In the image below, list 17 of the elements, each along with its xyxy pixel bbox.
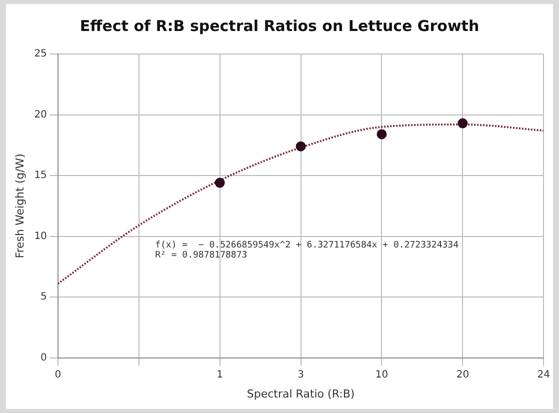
y-tick-label: 5 [40, 292, 47, 303]
annotation: f(x) = − 0.5266859549x^2 + 6.3271176584x + 0.2723324334 [155, 240, 459, 251]
x-tick-label: 20 [456, 369, 470, 380]
x-tick-label: 24 [537, 369, 550, 380]
y-tick-label: 10 [34, 230, 47, 242]
x-tick-label: 10 [375, 369, 388, 380]
x-axis-title: Spectral Ratio (R:B) [246, 387, 355, 400]
y-tick-label: 20 [34, 109, 47, 120]
annotation: R² = 0.9878178873 [155, 250, 248, 261]
y-tick-label: 0 [40, 352, 47, 364]
x-tick-label: 3 [298, 369, 304, 380]
x-tick-label: 0 [54, 369, 62, 380]
y-tick-label: 15 [34, 170, 47, 182]
y-axis-title: Fresh Weight (g/W) [13, 154, 26, 258]
y-tick-label: 25 [34, 48, 47, 60]
x-tick-label: 1 [216, 369, 224, 380]
chart-title: Effect of R:B spectral Ratios on Lettuce Growth [80, 16, 480, 35]
